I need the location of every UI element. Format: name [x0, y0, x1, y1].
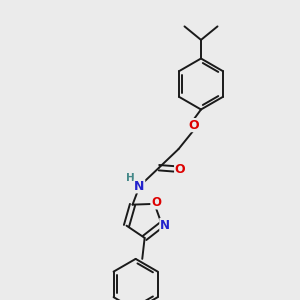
Text: O: O [151, 196, 161, 209]
Text: O: O [175, 163, 185, 176]
Text: N: N [160, 218, 170, 232]
Text: H: H [125, 173, 134, 183]
Text: N: N [134, 180, 145, 193]
Text: O: O [188, 118, 199, 132]
